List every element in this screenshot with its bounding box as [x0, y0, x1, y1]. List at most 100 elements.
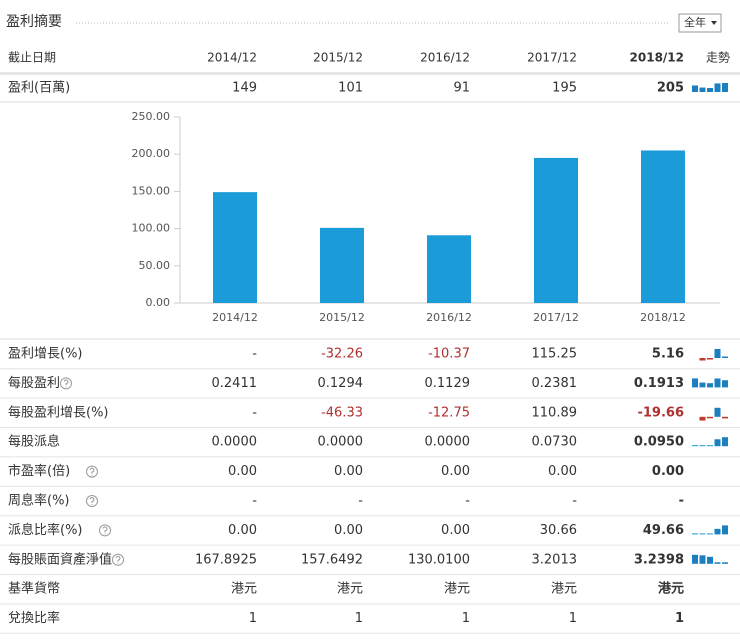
cell: -: [252, 405, 257, 420]
cell: 205: [657, 81, 684, 96]
cell: -32.26: [321, 347, 363, 362]
cell: 港元: [231, 582, 257, 597]
cell: 0.1129: [425, 376, 471, 391]
cell: 0.0000: [425, 435, 471, 450]
trend-bar: [699, 445, 706, 447]
trend-bar: [707, 88, 713, 92]
row-label: 周息率(%): [8, 493, 70, 509]
help-icon: [112, 553, 124, 566]
cell: 0.2411: [212, 376, 258, 391]
period-select[interactable]: [678, 13, 722, 33]
trend-bar: [707, 358, 713, 360]
row-label: 基準貨幣: [8, 581, 60, 597]
row-label: 派息比率(%): [8, 522, 83, 538]
cell: 0.00: [441, 523, 470, 538]
trend-bar: [714, 562, 721, 564]
cell: 港元: [551, 582, 577, 597]
period-select-label[interactable]: 全年: [684, 15, 706, 29]
cell: 3.2013: [532, 552, 578, 567]
x-tick-label: 2015/12: [319, 311, 365, 324]
column-header: 2015/12: [313, 51, 363, 65]
cell: -: [252, 347, 257, 362]
cell: 1: [569, 611, 577, 626]
cell: 1: [249, 611, 257, 626]
row-label: 每股派息: [8, 434, 60, 450]
x-tick-label: 2018/12: [640, 311, 686, 324]
trend-bar: [692, 85, 698, 92]
help-icon-glyph: [89, 497, 95, 505]
help-icon: [86, 495, 98, 507]
help-icon-glyph: [63, 379, 69, 388]
cell: 0.00: [441, 464, 470, 479]
trend-bar: [722, 380, 728, 388]
trend-bar: [722, 525, 728, 535]
cell: -10.37: [428, 347, 470, 362]
help-icon-glyph: [115, 555, 121, 564]
cell: 0.0000: [318, 435, 364, 450]
y-tick-label: 50.00: [139, 259, 171, 272]
cell: 0.0000: [212, 435, 258, 450]
cell: -46.33: [321, 405, 363, 420]
trend-bar: [707, 556, 713, 564]
bar: [320, 227, 364, 303]
cell: 0.00: [228, 464, 257, 479]
y-tick-label: 0.00: [146, 296, 171, 309]
help-icon-glyph: [102, 526, 108, 535]
column-header: 截止日期: [8, 51, 56, 65]
x-tick-label: 2014/12: [212, 311, 258, 324]
cell: 157.6492: [301, 552, 363, 567]
row-label: 每股盈利增長(%): [8, 404, 109, 420]
cell: 0.00: [652, 464, 684, 479]
cell: 167.8925: [195, 552, 257, 567]
trend-bar: [714, 439, 721, 447]
cell: -: [252, 494, 257, 509]
bar: [213, 192, 257, 303]
row-label: 盈利(百萬): [8, 81, 70, 96]
y-tick-label: 150.00: [132, 184, 171, 197]
trend-bar: [699, 533, 706, 535]
cell: 0.00: [334, 523, 363, 538]
cell: 3.2398: [634, 552, 684, 567]
y-tick-label: 200.00: [132, 147, 171, 160]
cell: -12.75: [428, 405, 470, 420]
trend-bar: [699, 382, 706, 388]
cell: 港元: [444, 582, 470, 597]
cell: 港元: [337, 582, 363, 597]
cell: 101: [338, 81, 363, 96]
help-icon: [99, 524, 111, 537]
row-label: 市盈率(倍): [8, 463, 70, 479]
trend-bar: [699, 358, 706, 361]
y-tick-label: 250.00: [132, 110, 171, 123]
cell: 0.2381: [532, 376, 578, 391]
y-tick-label: 100.00: [132, 222, 171, 235]
x-tick-label: 2017/12: [533, 311, 579, 324]
cell: 115.25: [532, 347, 578, 362]
row-label: 盈利增長(%): [8, 347, 83, 362]
cell: 5.16: [652, 347, 684, 362]
trend-bar: [722, 416, 728, 419]
trend-bar: [692, 378, 698, 388]
trend-bar: [707, 533, 713, 535]
cell: -: [465, 494, 470, 509]
trend-bar: [699, 416, 706, 421]
trend-bar: [707, 416, 713, 419]
cell: 130.0100: [408, 552, 470, 567]
column-header: 2017/12: [527, 51, 577, 65]
trend-bar: [714, 378, 721, 388]
row-label: 兌換比率: [8, 610, 60, 626]
column-header: 走勢: [706, 50, 730, 65]
cell: -19.66: [637, 405, 684, 420]
x-tick-label: 2016/12: [426, 311, 472, 324]
trend-bar: [707, 383, 713, 388]
cell: 1: [675, 611, 684, 626]
header-rule: [0, 72, 740, 75]
cell: 195: [552, 81, 577, 96]
trend-bar: [722, 562, 728, 564]
bar: [427, 235, 471, 303]
cell: 30.66: [540, 523, 577, 538]
bar: [641, 150, 685, 303]
trend-bar: [692, 554, 698, 564]
cell: 149: [232, 81, 257, 96]
help-icon: [86, 465, 98, 478]
